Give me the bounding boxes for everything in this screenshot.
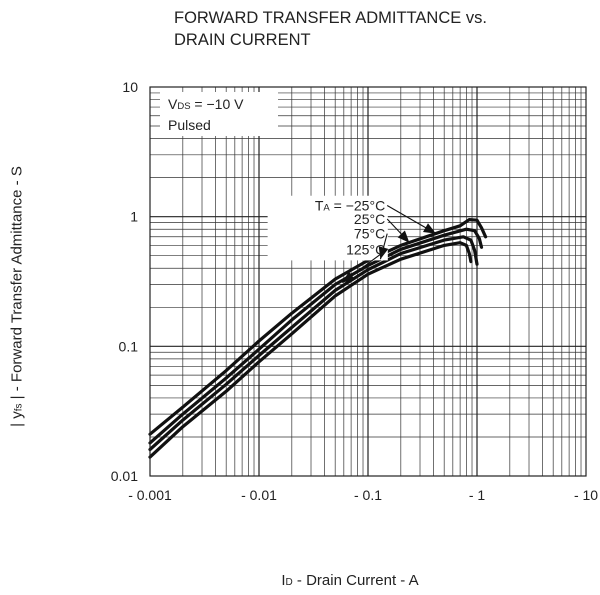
y-tick-label: 10 xyxy=(122,79,138,95)
x-tick-label: - 0.01 xyxy=(241,487,277,503)
x-axis-label: ID - Drain Current - A xyxy=(281,572,419,589)
series-label: TA = −25°C xyxy=(315,197,385,213)
pulsed-condition: Pulsed xyxy=(168,117,211,133)
series-line xyxy=(148,227,484,445)
arrowhead xyxy=(378,246,389,260)
x-tick-label: - 10 xyxy=(574,487,598,503)
series-label: 125°C xyxy=(346,241,385,257)
series-label: 25°C xyxy=(354,211,385,227)
chart-title-line-1: FORWARD TRANSFER ADMITTANCE vs. xyxy=(174,9,487,27)
arrowhead xyxy=(423,223,436,234)
tick-labels: - 0.001 - 0.01 - 0.1 - 1 - 10 0.01 0.1 1 10 xyxy=(111,79,599,503)
series-line xyxy=(148,241,473,459)
y-tick-label: 1 xyxy=(130,209,138,225)
y-tick-label: 0.1 xyxy=(119,338,139,354)
arrowhead xyxy=(397,230,410,243)
conditions-box xyxy=(160,92,278,136)
x-tick-label: - 0.1 xyxy=(354,487,382,503)
series-line xyxy=(148,235,479,452)
x-tick-label: - 0.001 xyxy=(128,487,172,503)
vds-condition: VDS = −10 V xyxy=(168,96,244,112)
plot-frame xyxy=(149,86,587,477)
y-tick-label: 0.01 xyxy=(111,468,138,484)
chart-title: FORWARD TRANSFER ADMITTANCE vs. DRAIN CU… xyxy=(174,7,487,51)
x-tick-label: - 1 xyxy=(469,487,486,503)
chart-title-line-2: DRAIN CURRENT xyxy=(174,31,311,49)
series-label: 75°C xyxy=(354,226,385,242)
series-label-box xyxy=(267,195,388,261)
arrowhead xyxy=(342,271,355,283)
